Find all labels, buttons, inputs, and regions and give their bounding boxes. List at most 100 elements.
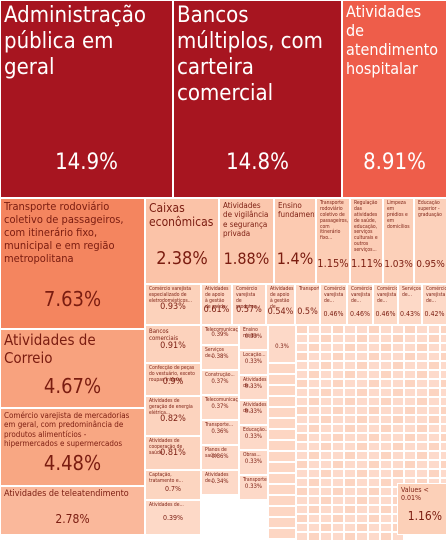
tiny-tile [380,478,392,487]
tile-bancos-multiplos-com-carteira-comercial-1[interactable]: Bancos múltiplos, com carteira comercial… [173,0,342,198]
tile-comercio-varejista-de-mercadorias-em-ger-5[interactable]: Comércio varejista de mercadorias em ger… [0,408,145,486]
tiny-tile [296,460,308,469]
tile-obras-43[interactable]: Obras... 0.33% [239,450,268,475]
tiny-tile [296,379,308,388]
tile-telecomunicacoes-31[interactable]: Telecomunicações...0.39% [201,325,239,345]
tile-value: 0.33% [244,458,263,465]
tile-limpeza-em-predios-e-em-domicilios-12[interactable]: Limpeza em prédios e em domicílios 1.03% [383,198,414,284]
tiny-tile [332,397,344,406]
small-tiles-area [268,325,447,541]
tiny-tile [368,325,380,334]
tiny-tile [296,433,308,442]
tiny-tile [428,469,440,478]
tiny-tile [320,370,332,379]
tile-atividades-de-atendimento-hospitalar-2[interactable]: Atividades de atendimento hospitalar 8.91… [342,0,447,198]
tile-comercio-varejista-de-21[interactable]: Comércio varejista de... 0.46% [373,284,398,325]
tile-atividades-de-apoio-a-gestao-de-saude-15[interactable]: Atividades de apoio à gestão de saúde 0.6… [201,284,232,325]
tiny-tile [344,478,356,487]
tiny-tile [332,442,344,451]
tiny-tile [404,388,416,397]
tile-atividades-de-vigilancia-e-seguranca-pri-8[interactable]: Atividades de vigilância e segurança pri… [219,198,274,284]
tile-atividades-de-teleatendimento-6[interactable]: Atividades de teleatendimento 2.78% [0,486,145,535]
tile-comercio-varejista-de-23[interactable]: Comércio varejista de... 0.42% [422,284,447,325]
tile-value: 1.16% [407,509,442,523]
tile-value: 14.8% [226,150,289,175]
tiny-tile [308,487,320,496]
tile-servicos-de-32[interactable]: Serviços de... 0.38% [201,345,239,370]
tile-atividades-de-correio-4[interactable]: Atividades de Correio 4.67% [0,329,145,408]
tile-atividades-de-30[interactable]: Atividades de... 0.39% [145,500,201,535]
tiny-tile [428,370,440,379]
tile-confeccao-de-pecas-do-vestuario-exceto-r-25[interactable]: Confecção de peças do vestuário, exceto … [145,363,201,396]
tiny-tile [416,379,428,388]
tiny-tile [440,334,447,343]
tile-ensino-medio-38[interactable]: Ensino médio 0.33% [239,325,268,350]
tiny-tile [440,451,447,460]
tiny-tile [356,397,368,406]
tile-comercio-varejista-de-produtos-16[interactable]: Comércio varejista de produtos... 0.57% [232,284,266,325]
tile-atividades-de-cooperacao-de-saude-28[interactable]: Atividades de cooperação de saúde 0.81% [145,436,201,470]
tile-transporte-rodoviario-coletivo-de-passag-3[interactable]: Transporte rodoviário coletivo de passag… [0,198,145,329]
tiny-tile [344,415,356,424]
tiny-tile [344,460,356,469]
tile-administracao-publica-em-geral-0[interactable]: Administração pública em geral 14.9% [0,0,173,198]
tiny-tile [320,433,332,442]
tile-servicos-de-22[interactable]: Serviços de... 0.43% [398,284,422,325]
tiny-tile [268,440,296,451]
tiny-tile [344,532,356,541]
tile-label: Educação... [243,427,268,433]
tile-label: Atividades de... [243,377,267,389]
tile-educacao-42[interactable]: Educação... 0.33% [239,425,268,450]
tile-atividades-de-apoio-a-gestao-de-17[interactable]: Atividades de apoio à gestão de... 0.54% [266,284,295,325]
tiny-tile [344,361,356,370]
tiny-tile [308,451,320,460]
tile-planos-de-saude-36[interactable]: Planos de saúde 0.36% [201,445,239,470]
tile-values-0-01-46[interactable]: Values < 0.01% 1.16% [397,483,447,535]
tile-comercio-varejista-especializado-de-elet-14[interactable]: Comércio varejista especializado de elet… [145,284,201,325]
tile-transporte-35[interactable]: Transporte... 0.36% [201,420,239,445]
tile-value: 0.39% [162,513,183,522]
tile-value: 0.93% [160,301,186,312]
tiny-tile [392,406,404,415]
tile-comercio-varejista-de-19[interactable]: Comércio varejista de... 0.46% [320,284,347,325]
tile-construcao-33[interactable]: Construção... 0.37% [201,370,239,395]
tile-atividades-de-41[interactable]: Atividades de... 0.33% [239,400,268,425]
tiny-tile [428,352,440,361]
tile-educacao-superior-graduacao-13[interactable]: Educação superior - graduação 0.95% [414,198,447,284]
tile-captacao-tratamento-e-29[interactable]: Captação, tratamento e... 0.7% [145,470,201,500]
tiny-tile [296,523,308,532]
tiny-tile [320,379,332,388]
tiny-tile [356,325,368,334]
tile-transporte-rodoviario-coletivo-de-passag-10[interactable]: Transporte rodoviário coletivo de passag… [316,198,350,284]
tile-locacao-39[interactable]: Locação... 0.33% [239,350,268,375]
tiny-tile [332,523,344,532]
tile-atividades-de-40[interactable]: Atividades de... 0.33% [239,375,268,400]
tile-atividades-de-37[interactable]: Atividades de... 0.34% [201,470,239,495]
tile-value: 0.33% [244,333,263,340]
tiny-tile [380,361,392,370]
tile-value: 0.81% [160,447,186,458]
tiny-tile [440,469,447,478]
tile-comercio-varejista-de-20[interactable]: Comércio varejista de... 0.46% [347,284,373,325]
tiny-tile [332,460,344,469]
tile-ensino-fundamental-9[interactable]: Ensino fundamental 1.4% [274,198,316,284]
tiny-tile [380,325,392,334]
tile-bancos-comerciais-24[interactable]: Bancos comerciais 0.91% [145,325,201,363]
tile-transporte-44[interactable]: Transporte...0.33% [239,475,268,500]
tiny-tile [320,343,332,352]
tiny-tile [380,505,392,514]
tiny-tile [356,334,368,343]
tile-label: Locação... [243,352,266,358]
tile-telecomunicacoes-34[interactable]: Telecomunicações...0.37% [201,395,239,420]
tile-label: Confecção de peças do vestuário, exceto … [149,365,195,383]
tile-caixas-economicas-7[interactable]: Caixas econômicas 2.38% [145,198,219,284]
tile-atividades-de-geracao-de-energia-eletric-27[interactable]: Atividades de geração de energia elétric… [145,396,201,436]
tile-transporte-18[interactable]: Transporte... 0.5% [295,284,320,325]
tiny-tile [344,334,356,343]
tile-value: 0.9% [162,376,184,387]
tiny-tile [308,469,320,478]
tile-value: 0.46% [375,309,396,318]
tiny-tile [368,379,380,388]
tile-regulacao-das-atividades-de-saude-educac-11[interactable]: Regulação das atividades de saúde, educa… [350,198,383,284]
tile-unlabeled-45[interactable]: 0.3% [268,325,296,363]
